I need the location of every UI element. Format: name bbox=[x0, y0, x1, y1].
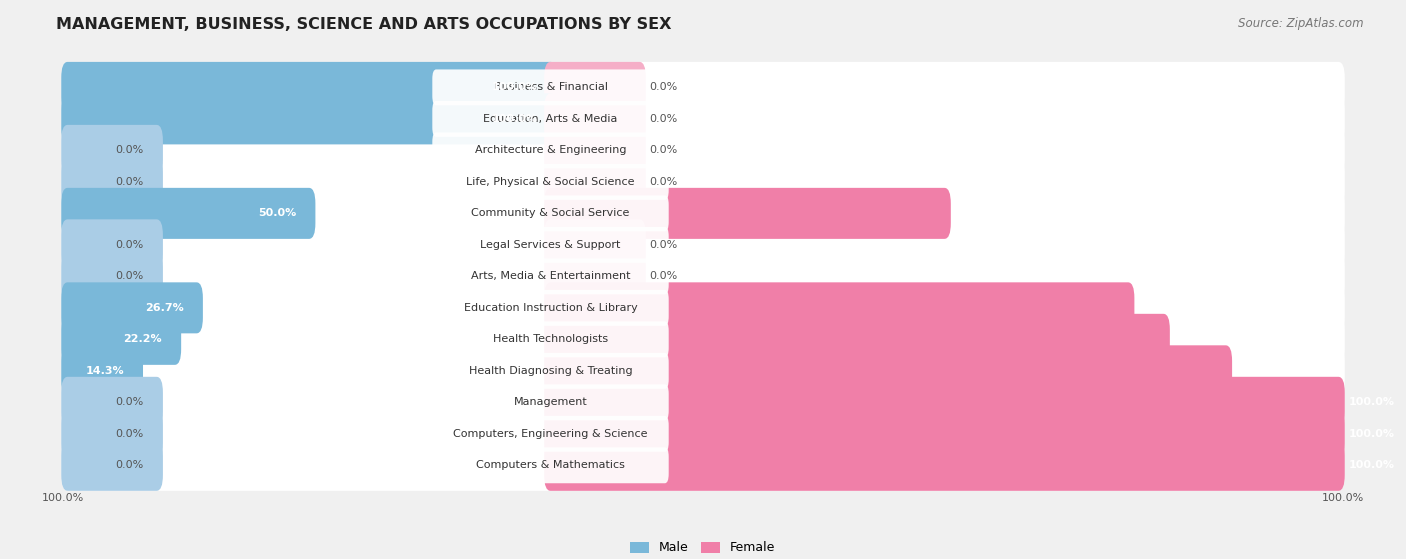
Text: Computers, Engineering & Science: Computers, Engineering & Science bbox=[453, 429, 648, 439]
Text: 0.0%: 0.0% bbox=[115, 145, 143, 155]
Text: Management: Management bbox=[513, 397, 588, 408]
FancyBboxPatch shape bbox=[432, 447, 669, 484]
FancyBboxPatch shape bbox=[544, 440, 1344, 491]
Text: 50.0%: 50.0% bbox=[259, 209, 297, 219]
FancyBboxPatch shape bbox=[544, 62, 645, 113]
FancyBboxPatch shape bbox=[62, 282, 1344, 333]
Text: Source: ZipAtlas.com: Source: ZipAtlas.com bbox=[1239, 17, 1364, 30]
FancyBboxPatch shape bbox=[62, 345, 143, 396]
Text: Life, Physical & Social Science: Life, Physical & Social Science bbox=[467, 177, 634, 187]
FancyBboxPatch shape bbox=[544, 408, 1344, 459]
Text: Business & Financial: Business & Financial bbox=[494, 82, 607, 92]
Text: 73.3%: 73.3% bbox=[1139, 303, 1177, 313]
FancyBboxPatch shape bbox=[432, 353, 669, 389]
FancyBboxPatch shape bbox=[544, 188, 950, 239]
FancyBboxPatch shape bbox=[432, 227, 669, 263]
Text: 100.0%: 100.0% bbox=[492, 82, 537, 92]
Text: 0.0%: 0.0% bbox=[650, 145, 678, 155]
Text: 0.0%: 0.0% bbox=[650, 240, 678, 250]
FancyBboxPatch shape bbox=[62, 188, 1344, 239]
FancyBboxPatch shape bbox=[544, 125, 645, 176]
FancyBboxPatch shape bbox=[544, 93, 645, 144]
Text: Education Instruction & Library: Education Instruction & Library bbox=[464, 303, 637, 313]
Text: 22.2%: 22.2% bbox=[124, 334, 162, 344]
Text: 50.0%: 50.0% bbox=[955, 209, 993, 219]
Text: 100.0%: 100.0% bbox=[42, 494, 84, 503]
FancyBboxPatch shape bbox=[432, 321, 669, 357]
Text: 0.0%: 0.0% bbox=[115, 429, 143, 439]
FancyBboxPatch shape bbox=[62, 282, 202, 333]
Text: 0.0%: 0.0% bbox=[115, 397, 143, 408]
FancyBboxPatch shape bbox=[544, 377, 1344, 428]
Legend: Male, Female: Male, Female bbox=[626, 537, 780, 559]
FancyBboxPatch shape bbox=[544, 282, 1135, 333]
Text: 26.7%: 26.7% bbox=[145, 303, 184, 313]
FancyBboxPatch shape bbox=[62, 157, 1344, 207]
Text: 100.0%: 100.0% bbox=[1322, 494, 1364, 503]
Text: 0.0%: 0.0% bbox=[115, 271, 143, 281]
FancyBboxPatch shape bbox=[62, 440, 163, 491]
FancyBboxPatch shape bbox=[62, 408, 1344, 459]
Text: Health Diagnosing & Treating: Health Diagnosing & Treating bbox=[468, 366, 633, 376]
Text: 100.0%: 100.0% bbox=[1348, 460, 1395, 470]
FancyBboxPatch shape bbox=[62, 251, 1344, 302]
Text: 0.0%: 0.0% bbox=[115, 177, 143, 187]
FancyBboxPatch shape bbox=[62, 251, 163, 302]
Text: Arts, Media & Entertainment: Arts, Media & Entertainment bbox=[471, 271, 630, 281]
Text: 100.0%: 100.0% bbox=[492, 114, 537, 124]
Text: 0.0%: 0.0% bbox=[650, 177, 678, 187]
Text: Architecture & Engineering: Architecture & Engineering bbox=[475, 145, 626, 155]
Text: Legal Services & Support: Legal Services & Support bbox=[481, 240, 620, 250]
FancyBboxPatch shape bbox=[62, 93, 1344, 144]
Text: 0.0%: 0.0% bbox=[650, 271, 678, 281]
FancyBboxPatch shape bbox=[62, 219, 163, 271]
Text: 14.3%: 14.3% bbox=[86, 366, 124, 376]
FancyBboxPatch shape bbox=[432, 69, 669, 105]
FancyBboxPatch shape bbox=[62, 125, 163, 176]
Text: Health Technologists: Health Technologists bbox=[494, 334, 607, 344]
Text: Community & Social Service: Community & Social Service bbox=[471, 209, 630, 219]
FancyBboxPatch shape bbox=[62, 440, 1344, 491]
FancyBboxPatch shape bbox=[62, 157, 163, 207]
FancyBboxPatch shape bbox=[544, 219, 645, 271]
FancyBboxPatch shape bbox=[62, 93, 557, 144]
FancyBboxPatch shape bbox=[62, 219, 1344, 271]
FancyBboxPatch shape bbox=[432, 290, 669, 326]
FancyBboxPatch shape bbox=[432, 164, 669, 200]
FancyBboxPatch shape bbox=[432, 101, 669, 137]
FancyBboxPatch shape bbox=[62, 314, 1344, 365]
FancyBboxPatch shape bbox=[432, 258, 669, 294]
FancyBboxPatch shape bbox=[432, 196, 669, 231]
Text: 100.0%: 100.0% bbox=[1348, 397, 1395, 408]
Text: Computers & Mathematics: Computers & Mathematics bbox=[477, 460, 624, 470]
FancyBboxPatch shape bbox=[432, 416, 669, 452]
Text: 100.0%: 100.0% bbox=[1348, 429, 1395, 439]
FancyBboxPatch shape bbox=[62, 125, 1344, 176]
Text: 77.8%: 77.8% bbox=[1174, 334, 1212, 344]
FancyBboxPatch shape bbox=[62, 345, 1344, 396]
FancyBboxPatch shape bbox=[62, 62, 557, 113]
Text: 85.7%: 85.7% bbox=[1236, 366, 1274, 376]
FancyBboxPatch shape bbox=[62, 314, 181, 365]
FancyBboxPatch shape bbox=[62, 188, 315, 239]
Text: Education, Arts & Media: Education, Arts & Media bbox=[484, 114, 617, 124]
Text: MANAGEMENT, BUSINESS, SCIENCE AND ARTS OCCUPATIONS BY SEX: MANAGEMENT, BUSINESS, SCIENCE AND ARTS O… bbox=[56, 17, 672, 32]
FancyBboxPatch shape bbox=[62, 408, 163, 459]
FancyBboxPatch shape bbox=[544, 345, 1232, 396]
FancyBboxPatch shape bbox=[544, 314, 1170, 365]
Text: 0.0%: 0.0% bbox=[650, 82, 678, 92]
FancyBboxPatch shape bbox=[432, 132, 669, 168]
FancyBboxPatch shape bbox=[544, 157, 645, 207]
Text: 0.0%: 0.0% bbox=[115, 460, 143, 470]
FancyBboxPatch shape bbox=[62, 377, 163, 428]
FancyBboxPatch shape bbox=[544, 251, 645, 302]
FancyBboxPatch shape bbox=[432, 385, 669, 420]
FancyBboxPatch shape bbox=[62, 377, 1344, 428]
FancyBboxPatch shape bbox=[62, 62, 1344, 113]
Text: 0.0%: 0.0% bbox=[650, 114, 678, 124]
Text: 0.0%: 0.0% bbox=[115, 240, 143, 250]
